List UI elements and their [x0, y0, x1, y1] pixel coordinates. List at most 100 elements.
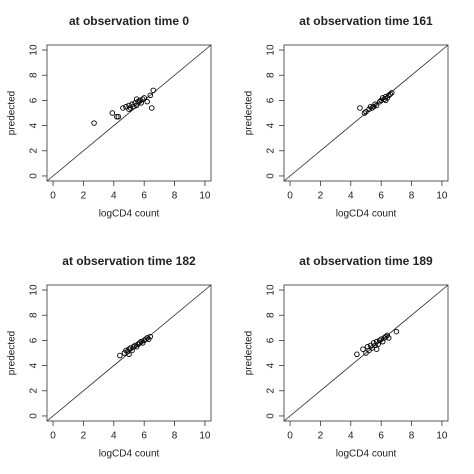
x-tick-label: 6 — [378, 431, 384, 442]
x-axis-label: logCD4 count — [336, 449, 397, 460]
point — [115, 114, 122, 120]
x-tick-label: 0 — [50, 191, 56, 202]
identity-line — [46, 44, 212, 182]
x-tick-label: 10 — [199, 191, 211, 202]
point — [144, 98, 150, 105]
x-tick-label: 10 — [436, 191, 448, 202]
x-tick-label: 10 — [436, 431, 448, 442]
x-tick-label: 2 — [318, 431, 324, 442]
y-axis-label: predected — [7, 91, 18, 135]
point — [123, 347, 129, 354]
x-axis-label: logCD4 count — [336, 209, 397, 220]
point — [133, 96, 140, 102]
point — [393, 328, 400, 335]
x-tick-label: 8 — [409, 431, 415, 442]
x-tick-label: 6 — [141, 431, 147, 442]
x-tick-label: 0 — [50, 431, 56, 442]
x-tick-label: 4 — [348, 191, 354, 202]
point — [147, 333, 154, 340]
point — [139, 96, 146, 102]
y-axis-label: predected — [7, 331, 18, 375]
plot-box — [283, 284, 449, 422]
y-tick-label: 4 — [266, 362, 277, 368]
point — [142, 336, 149, 342]
y-tick-label: 6 — [266, 97, 277, 103]
panel-title: at observation time 161 — [299, 14, 433, 28]
point — [373, 346, 380, 352]
y-tick-label: 2 — [266, 148, 277, 154]
point — [382, 93, 389, 100]
point — [369, 105, 375, 111]
panel-title: at observation time 182 — [62, 254, 196, 268]
y-tick-label: 0 — [29, 173, 40, 179]
y-tick-label: 2 — [29, 148, 40, 154]
point — [373, 102, 380, 109]
y-tick-label: 0 — [266, 413, 277, 419]
y-tick-label: 0 — [266, 173, 277, 179]
point — [386, 335, 392, 341]
point — [376, 98, 383, 105]
point — [120, 105, 126, 111]
y-tick-label: 10 — [266, 284, 277, 296]
point — [382, 97, 389, 104]
point — [389, 90, 395, 96]
x-tick-label: 0 — [287, 191, 293, 202]
point — [109, 110, 116, 116]
point — [354, 351, 360, 358]
point — [132, 342, 138, 349]
x-tick-label: 2 — [318, 191, 324, 202]
y-tick-label: 4 — [29, 122, 40, 128]
point — [126, 351, 132, 358]
point — [91, 120, 97, 126]
point — [114, 114, 120, 120]
plot-box — [283, 44, 449, 182]
point — [361, 110, 368, 116]
point — [147, 92, 154, 99]
y-tick-label: 8 — [29, 312, 40, 318]
point — [372, 101, 378, 107]
y-tick-label: 10 — [29, 44, 40, 56]
identity-line — [283, 44, 449, 182]
y-tick-label: 4 — [29, 362, 40, 368]
x-axis-label: logCD4 count — [99, 449, 160, 460]
y-tick-label: 8 — [266, 312, 277, 318]
y-tick-label: 8 — [29, 72, 40, 78]
x-tick-label: 10 — [199, 431, 211, 442]
point — [149, 105, 155, 111]
point — [150, 87, 157, 94]
x-tick-label: 0 — [287, 431, 293, 442]
y-tick-label: 8 — [266, 72, 277, 78]
y-tick-label: 10 — [266, 44, 277, 56]
point — [136, 340, 143, 346]
x-tick-label: 8 — [409, 191, 415, 202]
plot-box — [46, 284, 212, 422]
point — [367, 103, 374, 110]
point — [144, 335, 150, 341]
y-tick-label: 2 — [266, 388, 277, 394]
x-tick-label: 6 — [378, 191, 384, 202]
x-tick-label: 4 — [111, 431, 117, 442]
y-tick-label: 6 — [29, 337, 40, 343]
point — [130, 343, 137, 350]
x-tick-label: 4 — [348, 431, 354, 442]
point — [138, 338, 144, 345]
y-tick-label: 0 — [29, 413, 40, 419]
panel-title: at observation time 0 — [69, 14, 189, 28]
plot-box — [46, 44, 212, 182]
y-tick-label: 2 — [29, 388, 40, 394]
y-tick-label: 10 — [29, 284, 40, 296]
panel-title: at observation time 189 — [299, 254, 433, 268]
identity-line — [283, 284, 449, 422]
y-axis-label: predected — [244, 91, 255, 135]
point — [360, 346, 366, 352]
y-tick-label: 6 — [266, 337, 277, 343]
x-tick-label: 8 — [172, 431, 178, 442]
point — [126, 106, 132, 112]
point — [382, 333, 389, 340]
x-tick-label: 6 — [141, 191, 147, 202]
x-tick-label: 2 — [81, 431, 87, 442]
point — [141, 95, 147, 101]
point — [117, 352, 123, 359]
